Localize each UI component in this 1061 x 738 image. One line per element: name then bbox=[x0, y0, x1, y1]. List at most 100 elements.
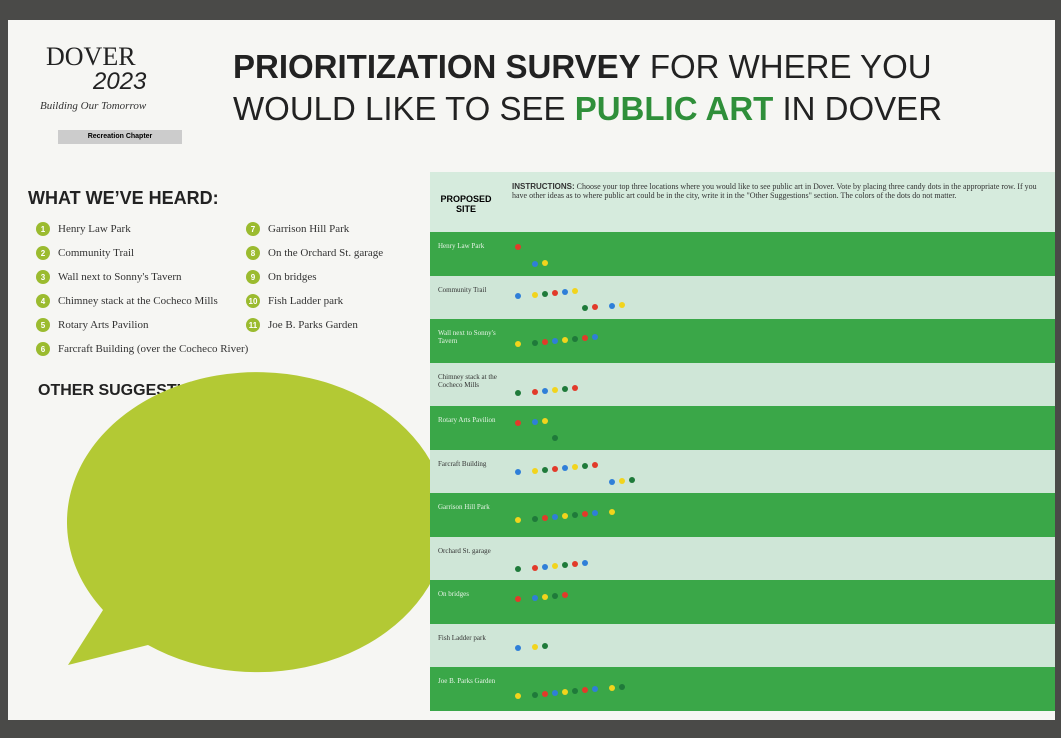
vote-dot bbox=[552, 562, 558, 569]
table-row: Joe B. Parks Garden bbox=[430, 667, 1055, 711]
item-number: 3 bbox=[36, 270, 50, 284]
vote-dot bbox=[542, 339, 548, 345]
vote-dot bbox=[515, 341, 521, 347]
item-number: 9 bbox=[246, 270, 260, 284]
vote-dot bbox=[592, 303, 598, 310]
bubble-shape bbox=[66, 372, 447, 673]
vote-dot bbox=[532, 643, 538, 650]
row-label: Rotary Arts Pavilion bbox=[438, 416, 496, 424]
vote-dot bbox=[572, 688, 578, 694]
vote-dot bbox=[562, 592, 568, 598]
vote-dot bbox=[532, 564, 538, 571]
vote-dot bbox=[542, 563, 548, 570]
vote-dot bbox=[562, 337, 568, 343]
table-row: Wall next to Sonny's Tavern bbox=[430, 319, 1055, 363]
vote-dot bbox=[542, 642, 548, 649]
title-text: FOR WHERE YOU bbox=[649, 48, 932, 85]
vote-dot bbox=[515, 644, 521, 651]
vote-dot bbox=[532, 340, 538, 346]
vote-dot bbox=[515, 468, 521, 475]
vote-dot bbox=[532, 261, 538, 267]
heard-item: 9 On bridges bbox=[246, 270, 466, 284]
vote-dot bbox=[515, 596, 521, 602]
vote-dot bbox=[582, 462, 588, 469]
table-row: On bridges bbox=[430, 580, 1055, 624]
heard-item: 6 Farcraft Building (over the Cocheco Riv… bbox=[36, 342, 256, 356]
vote-dot bbox=[542, 691, 548, 697]
item-number: 11 bbox=[246, 318, 260, 332]
vote-dot bbox=[609, 478, 615, 485]
item-label: On bridges bbox=[268, 271, 317, 283]
vote-dot bbox=[515, 244, 521, 250]
vote-dot bbox=[552, 386, 558, 393]
vote-dot bbox=[592, 461, 598, 468]
table-row: Fish Ladder park bbox=[430, 623, 1055, 667]
item-number: 4 bbox=[36, 294, 50, 308]
vote-dot bbox=[572, 512, 578, 518]
vote-dot bbox=[542, 418, 548, 424]
vote-dot bbox=[619, 301, 625, 308]
vote-dot bbox=[562, 689, 568, 695]
item-label: Community Trail bbox=[58, 247, 135, 259]
vote-dot bbox=[552, 289, 558, 296]
vote-dot bbox=[552, 593, 558, 599]
site-header: PROPOSED SITE bbox=[440, 194, 492, 214]
vote-dot bbox=[552, 514, 558, 520]
vote-dot bbox=[592, 510, 598, 516]
vote-dot bbox=[562, 385, 568, 392]
item-number: 2 bbox=[36, 246, 50, 260]
item-label: Wall next to Sonny's Tavern bbox=[58, 271, 182, 283]
vote-dot bbox=[532, 516, 538, 522]
vote-dot bbox=[542, 290, 548, 297]
item-label: Joe B. Parks Garden bbox=[268, 319, 358, 331]
item-label: Garrison Hill Park bbox=[268, 223, 350, 235]
vote-dot bbox=[592, 334, 598, 340]
table-row: Garrison Hill Park bbox=[430, 493, 1055, 537]
logo-chapter: Recreation Chapter bbox=[58, 130, 182, 144]
instructions-label: INSTRUCTIONS: bbox=[512, 182, 575, 191]
vote-dot bbox=[532, 291, 538, 298]
row-label: Garrison Hill Park bbox=[438, 503, 490, 511]
vote-dot bbox=[552, 435, 558, 441]
item-label: On the Orchard St. garage bbox=[268, 247, 384, 259]
speech-bubble bbox=[66, 372, 447, 673]
item-number: 10 bbox=[246, 294, 260, 308]
item-label: Fish Ladder park bbox=[268, 295, 344, 307]
vote-dot bbox=[619, 477, 625, 484]
heard-item: 7 Garrison Hill Park bbox=[246, 222, 466, 236]
vote-dot bbox=[532, 467, 538, 474]
vote-dot bbox=[592, 686, 598, 692]
vote-dot bbox=[582, 304, 588, 311]
vote-dot bbox=[609, 685, 615, 691]
heard-item: 4 Chimney stack at the Cocheco Mills bbox=[36, 294, 256, 308]
row-label: Joe B. Parks Garden bbox=[438, 677, 496, 685]
vote-dot bbox=[515, 517, 521, 523]
title-text: IN DOVER bbox=[782, 90, 943, 127]
vote-dot bbox=[572, 287, 578, 294]
instructions-text: Choose your top three locations where yo… bbox=[512, 182, 1037, 200]
heard-item: 8 On the Orchard St. garage bbox=[246, 246, 466, 260]
vote-dot bbox=[562, 464, 568, 471]
heard-heading: WHAT WE’VE HEARD: bbox=[28, 188, 219, 208]
table-row: Rotary Arts Pavilion bbox=[430, 406, 1055, 450]
item-label: Rotary Arts Pavilion bbox=[58, 319, 149, 331]
heard-item: 3 Wall next to Sonny's Tavern bbox=[36, 270, 256, 284]
instructions: INSTRUCTIONS: Choose your top three loca… bbox=[512, 182, 1042, 200]
item-number: 5 bbox=[36, 318, 50, 332]
heard-item: 5 Rotary Arts Pavilion bbox=[36, 318, 256, 332]
row-label: Henry Law Park bbox=[438, 242, 485, 250]
title: PRIORITIZATION SURVEY FOR WHERE YOU WOUL… bbox=[233, 46, 1033, 130]
table-row: Community Trail bbox=[430, 275, 1055, 319]
vote-dot bbox=[542, 515, 548, 521]
vote-dot bbox=[542, 387, 548, 394]
vote-dot bbox=[552, 690, 558, 696]
item-number: 8 bbox=[246, 246, 260, 260]
row-label: Community Trail bbox=[438, 285, 487, 294]
vote-dot bbox=[552, 338, 558, 344]
vote-dot bbox=[532, 388, 538, 395]
vote-dot bbox=[582, 511, 588, 517]
vote-dot bbox=[572, 336, 578, 342]
title-green: PUBLIC ART bbox=[574, 90, 774, 127]
vote-dot bbox=[609, 302, 615, 309]
heard-item: 10 Fish Ladder park bbox=[246, 294, 466, 308]
